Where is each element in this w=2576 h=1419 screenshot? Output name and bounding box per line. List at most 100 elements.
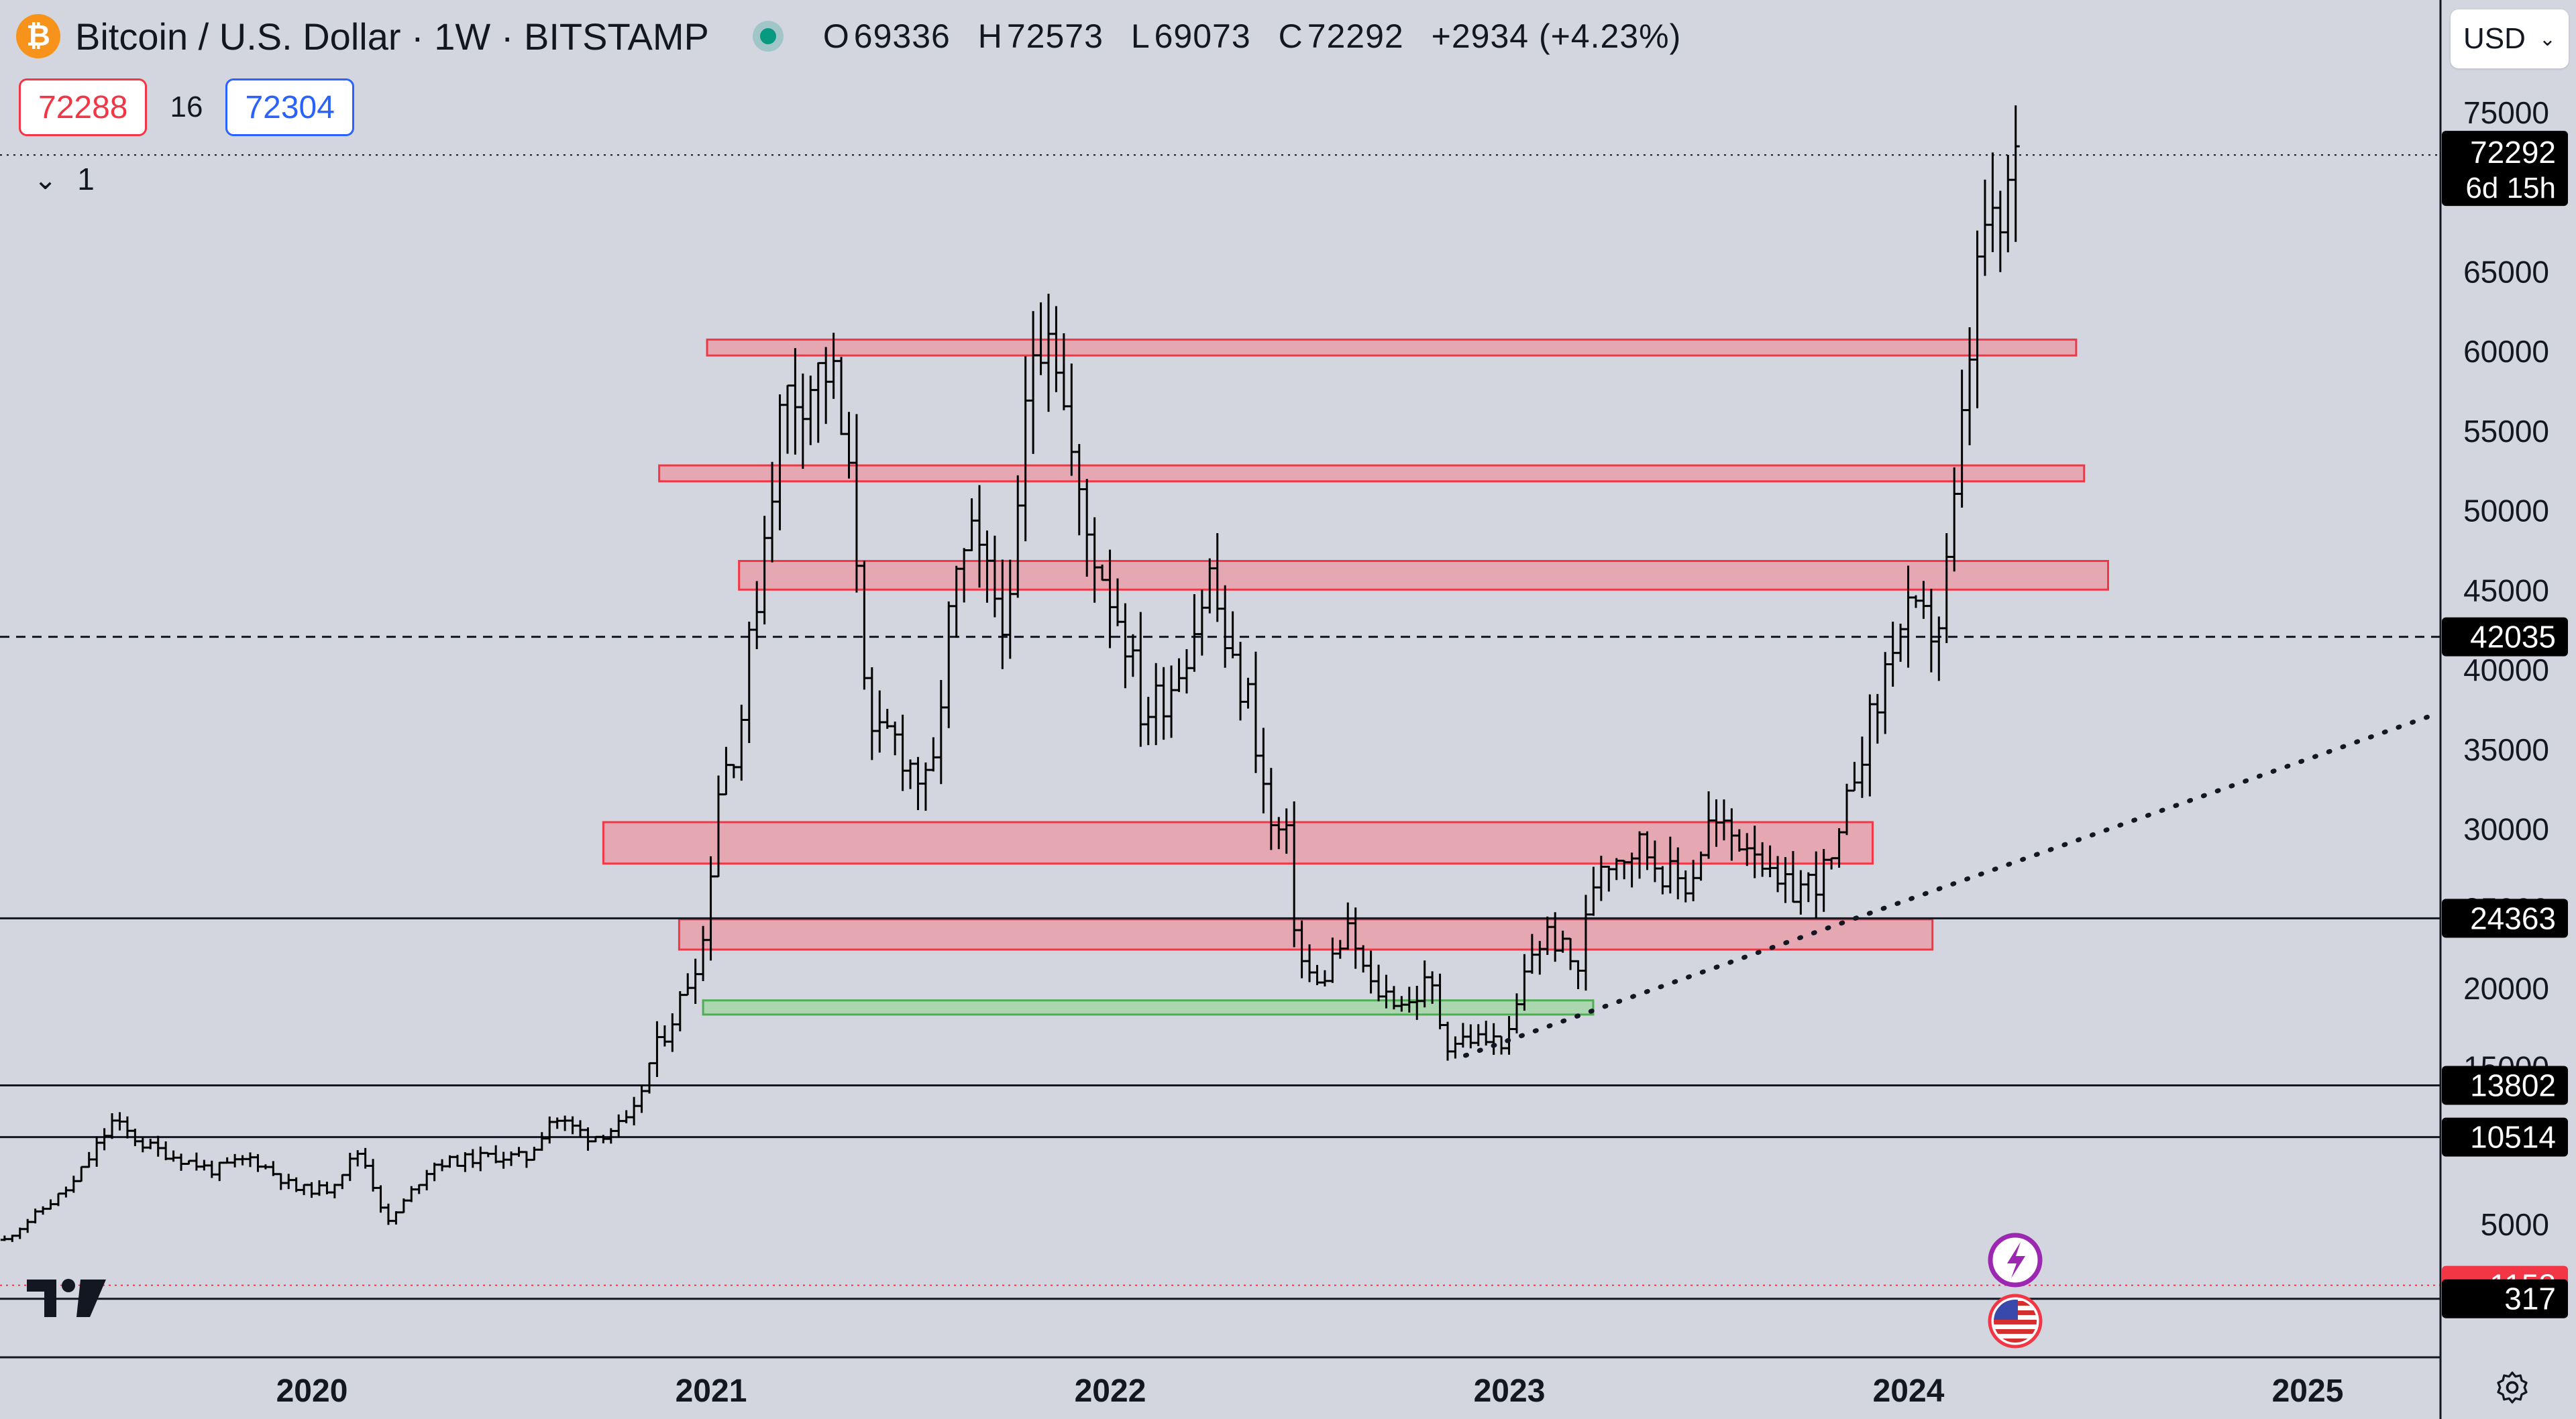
- ohlc-bar: [1474, 1024, 1483, 1046]
- zone-red-4[interactable]: [678, 918, 1934, 951]
- ohlc-bar: [1643, 831, 1652, 870]
- x-axis[interactable]: 2020 2021 2022 2023 2024 2025: [276, 1373, 2344, 1409]
- zone-red-1[interactable]: [658, 464, 2086, 483]
- ohlc-bar: [561, 1115, 570, 1131]
- ohlc-bar: [492, 1145, 500, 1163]
- lightning-icon[interactable]: [1988, 1233, 2043, 1288]
- ohlc-bar: [1911, 595, 1920, 608]
- y-tick-label: 55000: [2463, 414, 2549, 449]
- ohlc-bar: [1029, 310, 1038, 454]
- ohlc-bar: [468, 1149, 477, 1168]
- ohlc-bar: [998, 559, 1007, 669]
- ohlc-bar: [1205, 558, 1214, 614]
- ohlc-close-value: 72292: [1307, 17, 1404, 55]
- ohlc-bar: [983, 530, 991, 603]
- symbol-title[interactable]: Bitcoin / U.S. Dollar · 1W · BITSTAMP: [75, 15, 709, 58]
- market-status-icon[interactable]: [759, 28, 776, 44]
- ohlc-bar: [530, 1147, 539, 1161]
- ohlc-bar: [1988, 152, 1997, 252]
- ohlc-bar: [93, 1136, 101, 1167]
- ohlc-bar: [898, 714, 907, 791]
- ohlc-bar: [568, 1116, 577, 1135]
- ohlc-bar: [1328, 938, 1337, 983]
- ohlc-high-label: H: [977, 17, 1003, 55]
- ohlc-bar: [1344, 902, 1352, 950]
- ohlc-bar: [1036, 302, 1045, 376]
- ohlc-bar: [1052, 306, 1061, 392]
- ohlc-bar: [576, 1120, 585, 1137]
- chevron-down-icon[interactable]: ⌄: [34, 163, 58, 195]
- ohlc-values: O 69336 H 72573 L 69073 C 72292 +2934 (+4.23…: [823, 17, 1681, 56]
- ohlc-bar: [768, 461, 777, 563]
- ohlc-bar: [1566, 938, 1575, 970]
- sell-button[interactable]: 72288: [19, 78, 148, 136]
- zone-green-5[interactable]: [702, 999, 1595, 1016]
- ohlc-bar: [906, 759, 915, 789]
- ohlc-bar: [1282, 808, 1291, 854]
- ohlc-bar: [1750, 826, 1759, 878]
- ohlc-bar: [0, 1235, 9, 1241]
- ohlc-bar: [1251, 651, 1260, 773]
- ohlc-bar: [522, 1151, 531, 1168]
- ohlc-bar: [1873, 693, 1882, 744]
- tradingview-logo-icon[interactable]: [24, 1274, 109, 1322]
- ohlc-bar: [315, 1180, 323, 1196]
- currency-select[interactable]: USD ⌄: [2451, 9, 2569, 68]
- ohlc-bar: [246, 1152, 255, 1168]
- zone-red-0[interactable]: [706, 338, 2078, 357]
- price-label-1-bg: [2442, 899, 2568, 938]
- ohlc-bar: [276, 1173, 285, 1190]
- ohlc-bar: [1067, 363, 1076, 476]
- ohlc-bar: [423, 1170, 431, 1191]
- ohlc-bar: [1866, 694, 1874, 797]
- ohlc-bar: [1774, 856, 1782, 893]
- current-price-label: 72292: [2470, 135, 2556, 170]
- ohlc-bar: [69, 1176, 78, 1193]
- gear-icon[interactable]: [2493, 1368, 2532, 1407]
- indicators-toggle[interactable]: ⌄ 1: [34, 156, 95, 203]
- price-label-2: 13802: [2470, 1068, 2556, 1102]
- ohlc-bar: [1843, 783, 1851, 836]
- ohlc-bar: [660, 1025, 669, 1047]
- zone-red-3[interactable]: [602, 821, 1874, 865]
- buy-button[interactable]: 72304: [225, 78, 354, 136]
- price-label-5: 317: [2504, 1282, 2556, 1316]
- ohlc-bar: [1835, 828, 1843, 868]
- plot-area[interactable]: [0, 0, 2440, 1357]
- ohlc-bar: [691, 958, 700, 1005]
- y-tick-label: 60000: [2463, 334, 2549, 369]
- ohlc-bar: [1605, 865, 1613, 892]
- ohlc-bar: [1428, 971, 1437, 1004]
- ohlc-low-label: L: [1130, 17, 1150, 55]
- ohlc-bar: [606, 1128, 615, 1144]
- ohlc-bar: [23, 1218, 32, 1233]
- ohlc-bar: [1059, 333, 1068, 410]
- ohlc-high-value: 72573: [1006, 17, 1104, 55]
- ohlc-bar: [990, 535, 999, 618]
- ohlc-bar: [921, 762, 930, 811]
- ohlc-bar: [1827, 857, 1836, 870]
- ohlc-bar: [775, 394, 784, 530]
- ohlc-bar: [852, 414, 861, 593]
- ohlc-bar: [1505, 1016, 1513, 1055]
- ohlc-bar: [392, 1211, 400, 1225]
- ohlc-bar: [945, 601, 953, 728]
- ohlc-bar: [1612, 858, 1621, 881]
- ohlc-bar: [1973, 230, 1982, 408]
- ohlc-bar: [668, 1013, 677, 1052]
- ohlc-bar: [1881, 652, 1890, 734]
- price-label-2-bg: [2442, 1066, 2568, 1105]
- ohlc-bar: [967, 498, 976, 552]
- ohlc-bar: [1458, 1023, 1467, 1048]
- zone-red-2[interactable]: [738, 560, 2109, 591]
- ohlc-bar: [499, 1151, 508, 1169]
- ohlc-bar: [622, 1110, 631, 1124]
- us-flag-icon[interactable]: [1988, 1294, 2043, 1349]
- ohlc-bar: [1658, 866, 1667, 895]
- ohlc-bar: [1574, 960, 1582, 989]
- ohlc-bar: [883, 709, 892, 729]
- ohlc-bar: [1167, 665, 1176, 738]
- ohlc-bar: [929, 737, 938, 772]
- chevron-down-icon: ⌄: [2538, 27, 2557, 50]
